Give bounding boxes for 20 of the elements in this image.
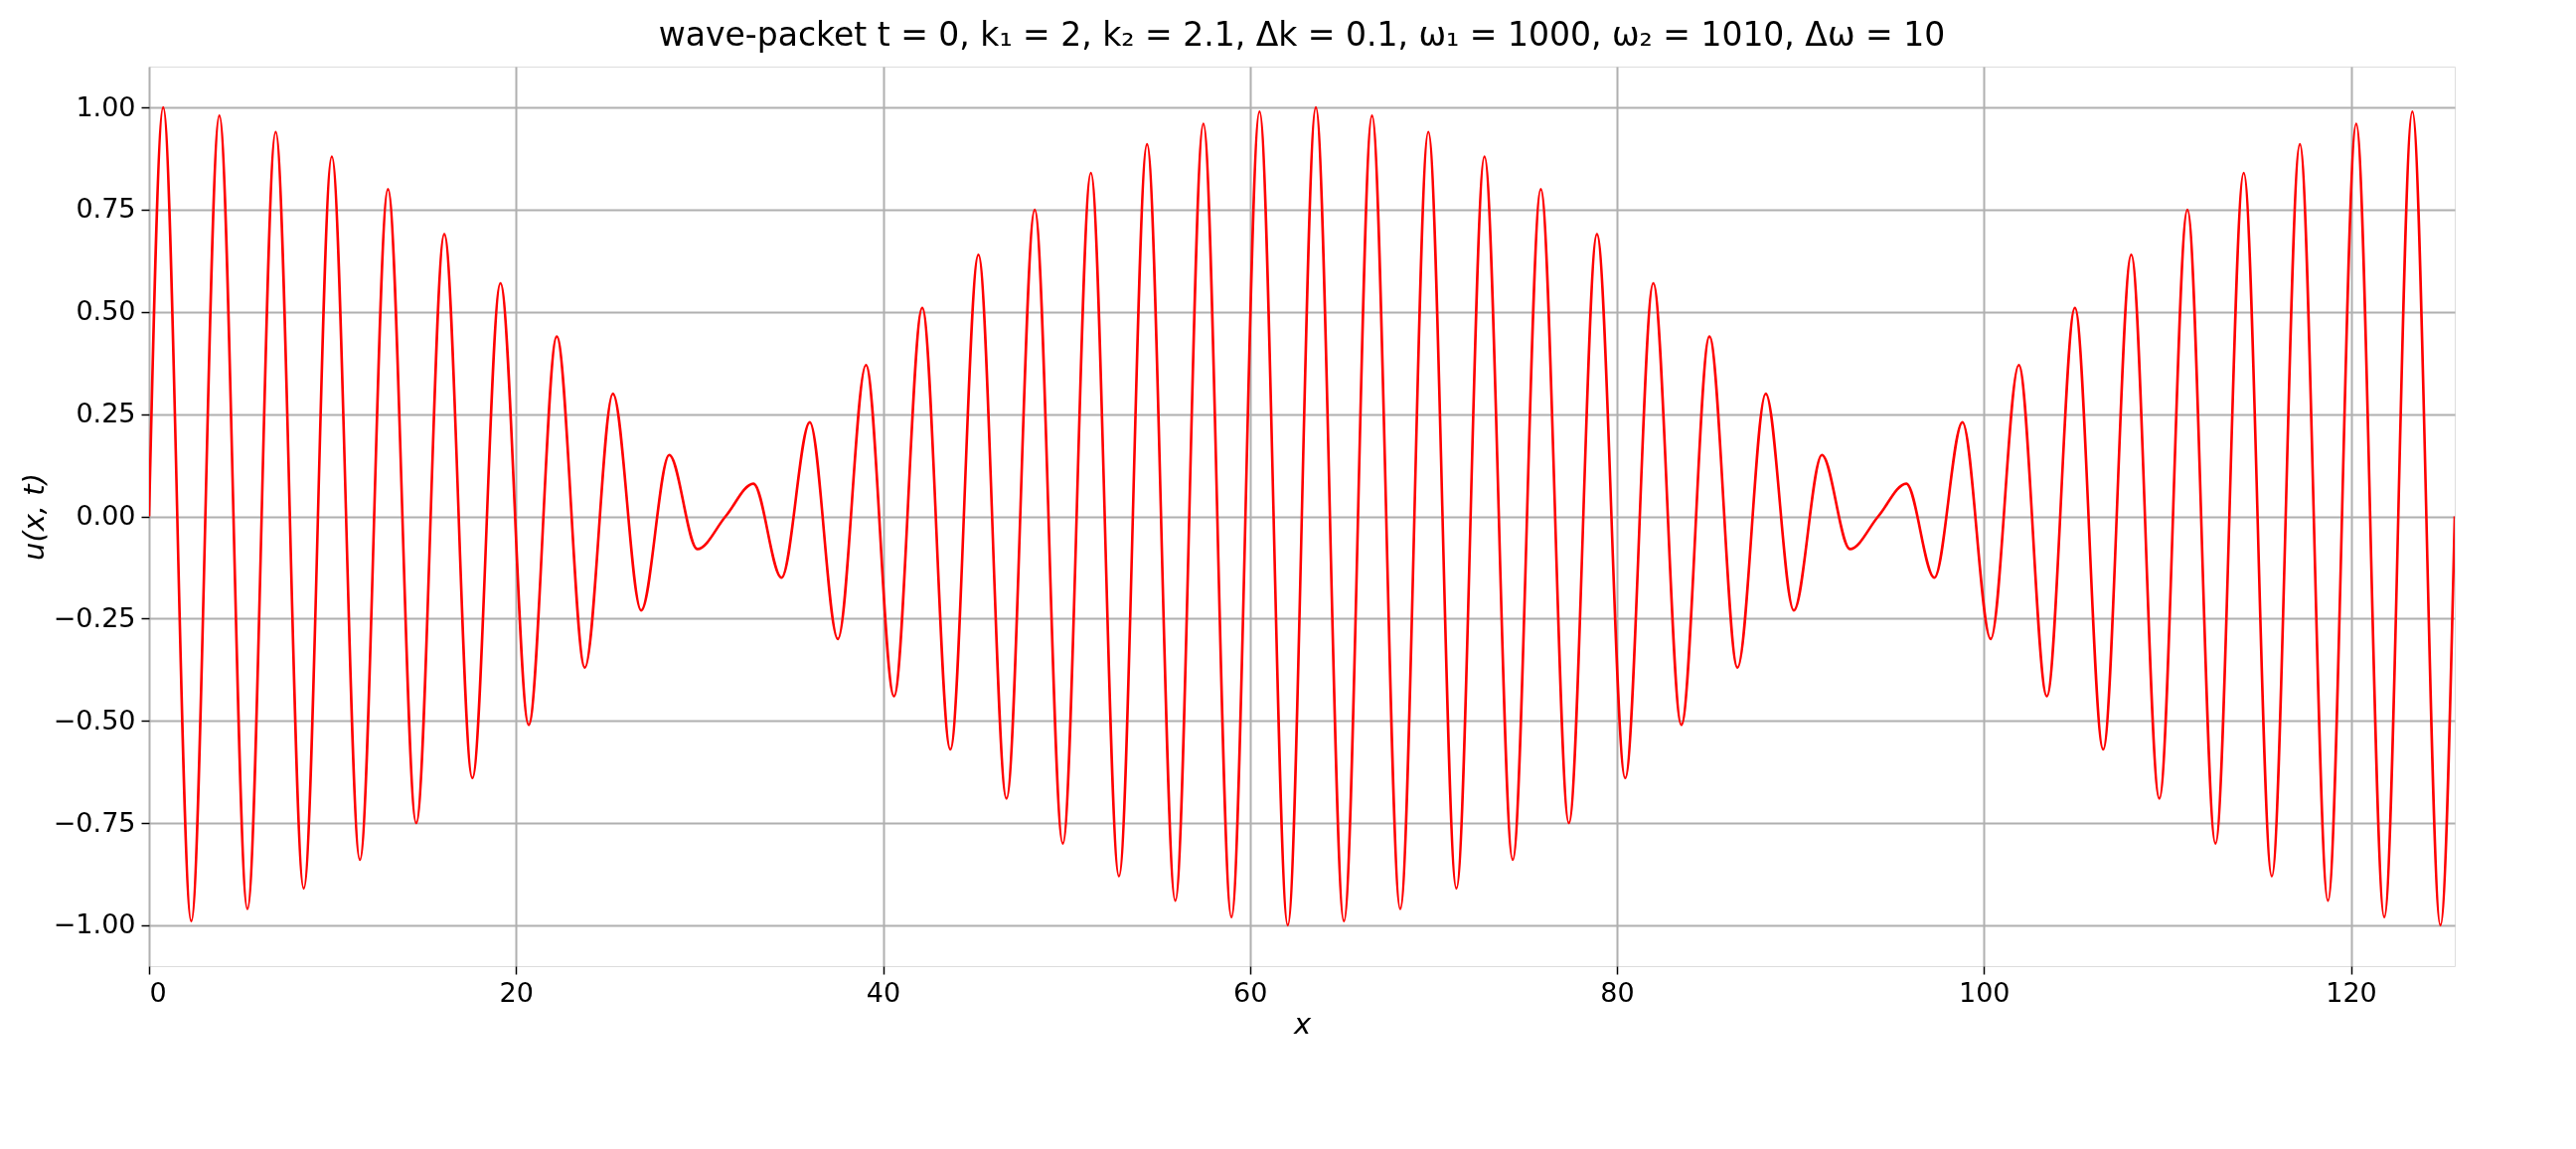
y-tick-label: −0.25	[53, 601, 136, 633]
x-tick-label: 0	[149, 976, 167, 1008]
line-series	[149, 105, 2455, 927]
y-tick-label: −0.75	[53, 806, 136, 838]
y-tick-label: 0.50	[76, 295, 136, 327]
y-tick-label: 0.75	[76, 193, 136, 225]
y-axis-title: u(x, t)	[16, 473, 51, 561]
x-axis-title: x	[1292, 1006, 1312, 1041]
x-tick-label: 20	[499, 976, 534, 1008]
x-tick-label: 120	[2326, 976, 2377, 1008]
y-tick-label: −1.00	[53, 908, 136, 940]
y-tick-label: −0.50	[53, 704, 136, 736]
y-tick-label: 1.00	[76, 90, 136, 122]
x-tick-label: 100	[1958, 976, 2011, 1008]
x-tick-label: 80	[1600, 976, 1635, 1008]
x-tick-label: 60	[1233, 976, 1268, 1008]
y-tick-label: 0.25	[76, 398, 136, 429]
x-tick-label: 40	[866, 976, 901, 1008]
y-tick-label: 0.00	[76, 500, 136, 531]
chart-title: wave-packet t = 0, k₁ = 2, k₂ = 2.1, Δk = 0.1, ω₁ = 1000, ω₂ = 1010, Δω = 10	[658, 15, 1946, 54]
